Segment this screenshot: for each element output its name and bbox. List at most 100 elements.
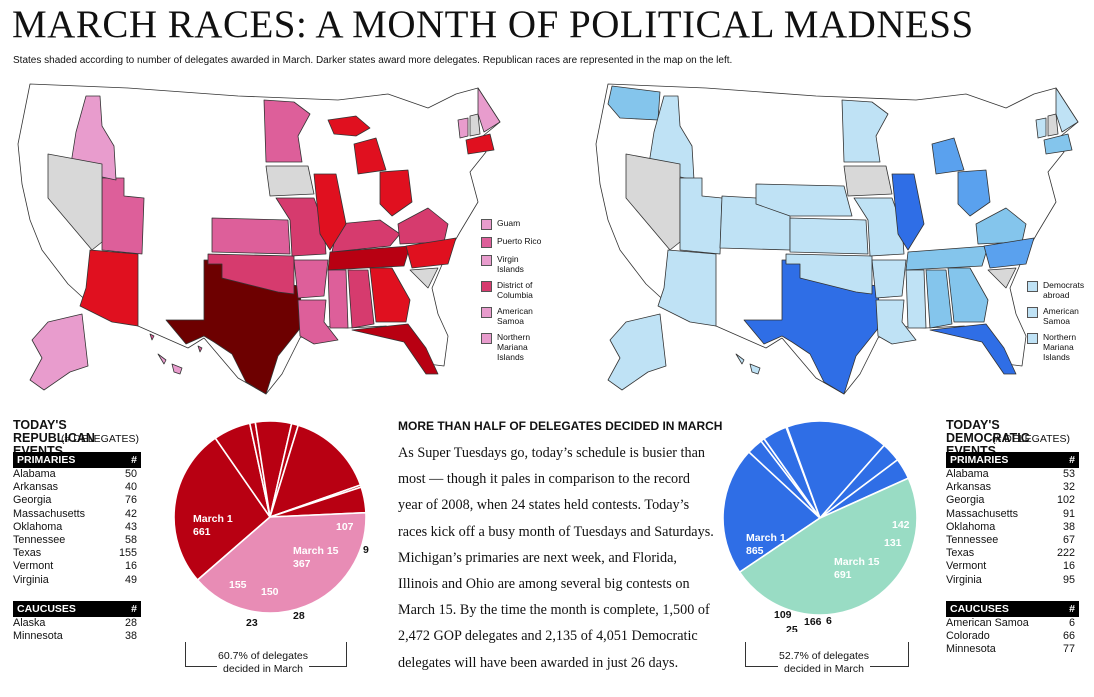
state-georgia xyxy=(947,267,989,323)
state-virginia xyxy=(975,207,1027,245)
state-michigan xyxy=(931,137,965,175)
pie-label: 166 xyxy=(804,616,822,628)
table-row: Alabama 53 xyxy=(946,468,1079,481)
table-row: Colorado 66 xyxy=(946,630,1079,643)
legend-swatch xyxy=(481,281,492,292)
pie-label: 28 xyxy=(293,610,305,622)
state-name: Massachusetts xyxy=(13,507,86,520)
delegate-count: 38 xyxy=(1062,520,1075,533)
pie-slice xyxy=(196,511,367,614)
state-south-carolina xyxy=(987,267,1017,289)
state-name: Virginia xyxy=(946,573,982,586)
legend-label: Puerto Rico xyxy=(497,236,542,246)
delegate-count: 222 xyxy=(1056,547,1075,560)
delegate-count: 58 xyxy=(124,534,137,547)
table-row: American Samoa 6 xyxy=(946,617,1079,630)
legend-item: Northern Mariana Islands xyxy=(1027,332,1091,362)
pie-slice xyxy=(173,436,272,582)
state-name: Tennessee xyxy=(13,534,66,547)
state-washington xyxy=(607,85,661,121)
state-michigan xyxy=(327,115,387,175)
table-row: Alaska 28 xyxy=(13,617,141,630)
delegate-count: 43 xyxy=(124,520,137,533)
state-maine xyxy=(1055,87,1079,133)
state-maine xyxy=(477,87,501,133)
page-subtitle: States shaded according to number of del… xyxy=(13,55,733,66)
pie-label: 107 xyxy=(336,521,354,533)
legend-label: Guam xyxy=(497,218,521,228)
state-name: Tennessee xyxy=(946,534,999,547)
state-florida xyxy=(351,323,439,375)
table-row: Texas 155 xyxy=(13,547,141,560)
table-row: Oklahoma 38 xyxy=(946,521,1079,534)
page-title: MARCH RACES: A MONTH OF POLITICAL MADNES… xyxy=(12,3,974,46)
table-row: Virginia 95 xyxy=(946,574,1079,587)
table-row: Virginia 49 xyxy=(13,574,141,587)
delegate-count: 16 xyxy=(1062,560,1075,573)
legend-label: Northern Mariana Islands xyxy=(1043,332,1077,362)
state-arizona xyxy=(79,249,139,327)
pie-slice xyxy=(785,420,886,520)
state-alabama xyxy=(347,269,375,329)
table-row: Alabama 50 xyxy=(13,468,141,481)
state-kansas xyxy=(211,217,291,255)
republican-map xyxy=(17,83,501,395)
state-missouri xyxy=(275,197,327,257)
legend-item: Puerto Rico xyxy=(481,236,545,248)
state-name: Alaska xyxy=(13,617,46,629)
democratic-map-legend: Democrats abroad American Samoa Northern M… xyxy=(1027,280,1091,368)
state-minnesota xyxy=(841,99,889,163)
legend-swatch xyxy=(481,255,492,266)
delegate-count: 155 xyxy=(118,547,137,560)
legend-item: Virgin Islands xyxy=(481,254,545,274)
pie-slice xyxy=(738,477,918,616)
state-name: Texas xyxy=(13,547,42,560)
delegate-count: 76 xyxy=(124,494,137,507)
state-new-hampshire xyxy=(469,113,481,137)
state-north-carolina xyxy=(405,237,457,269)
republican-pie-note: 60.7% of delegates decided in March xyxy=(217,650,309,675)
state-georgia xyxy=(369,267,411,323)
pie-label: 6 xyxy=(826,615,832,627)
state-kentucky xyxy=(331,219,401,253)
state-illinois xyxy=(891,173,925,251)
state-name: American Samoa xyxy=(946,617,1029,629)
state-vermont xyxy=(1035,117,1047,139)
state-idaho xyxy=(69,95,117,181)
republican-caucuses-table: CAUCUSES # Alaska 28 Minnesota 38 xyxy=(13,601,141,643)
pie-slice xyxy=(268,424,362,519)
article-body: As Super Tuesdays go, today’s schedule i… xyxy=(398,445,714,671)
delegate-count: 95 xyxy=(1062,573,1075,586)
state-idaho xyxy=(647,95,695,181)
pie-label: 155 xyxy=(229,579,247,591)
state-name: Texas xyxy=(946,547,975,560)
state-minnesota xyxy=(263,99,311,163)
state-name: Vermont xyxy=(13,560,54,573)
state-arkansas xyxy=(871,259,907,299)
democratic-pie-note: 52.7% of delegates decided in March xyxy=(778,650,870,675)
delegate-count: 67 xyxy=(1062,534,1075,547)
delegate-count: 102 xyxy=(1056,494,1075,507)
table-row: Tennessee 58 xyxy=(13,534,141,547)
pie-label: 9 xyxy=(363,544,369,556)
democratic-map xyxy=(595,83,1079,395)
state-name: Georgia xyxy=(13,494,52,507)
state-iowa xyxy=(265,165,315,197)
state-massachusetts xyxy=(465,133,495,155)
delegate-count: 6 xyxy=(1068,617,1075,629)
state-name: Oklahoma xyxy=(946,520,996,533)
democratic-events-suffix: (# DELEGATES) xyxy=(992,433,1070,445)
state-virginia xyxy=(397,207,449,245)
legend-swatch xyxy=(481,219,492,230)
table-row: Arkansas 40 xyxy=(13,481,141,494)
legend-label: District of Columbia xyxy=(497,280,533,300)
democratic-events-title: TODAY'S DEMOCRATIC EVENTS xyxy=(946,419,1076,458)
state-louisiana xyxy=(875,299,917,345)
pie-label: 23 xyxy=(246,617,258,627)
legend-item: Democrats abroad xyxy=(1027,280,1091,300)
legend-label: American Samoa xyxy=(497,306,533,326)
legend-item: American Samoa xyxy=(481,306,545,326)
state-florida xyxy=(929,323,1017,375)
legend-item: District of Columbia xyxy=(481,280,545,300)
state-nebraska xyxy=(755,183,853,217)
